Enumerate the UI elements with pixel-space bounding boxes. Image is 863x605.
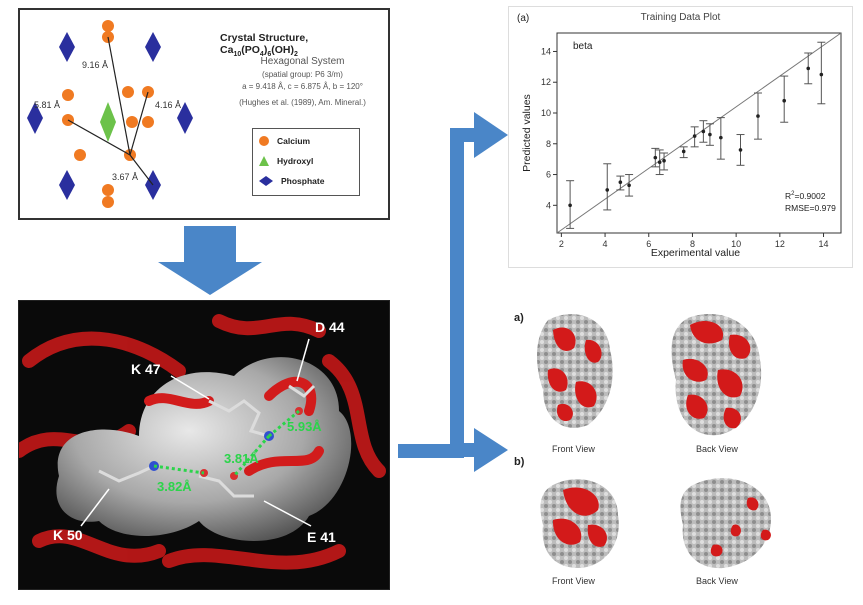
data-point — [653, 155, 658, 160]
protein-structure-image — [19, 314, 386, 570]
reference-line — [556, 32, 842, 234]
data-point — [568, 203, 572, 208]
crystal-system: Hexagonal System — [260, 56, 345, 67]
data-point — [692, 134, 697, 138]
connector-bar — [450, 138, 464, 458]
plot-frame — [556, 32, 842, 234]
bond-distance-label: 3.81Å — [224, 451, 259, 466]
panel-label-b: b) — [514, 456, 525, 468]
x-tick-label: 8 — [690, 239, 695, 249]
y-axis-label: Predicted values — [521, 94, 533, 172]
data-point — [719, 135, 723, 140]
panel-label-a: a) — [514, 312, 524, 324]
connector-bar — [398, 444, 460, 458]
hydroxyl-icon — [259, 156, 269, 166]
data-point — [701, 129, 706, 134]
crystal-reference: (Hughes et al. (1989), Am. Mineral.) — [239, 98, 366, 107]
crystal-legend: Calcium Hydroxyl Phosphate — [252, 128, 360, 196]
distance-label: 3.67 Å — [112, 172, 139, 182]
data-point — [782, 98, 786, 103]
residue-label: K 50 — [53, 527, 83, 543]
y-tick-label: 6 — [546, 170, 551, 180]
distance-label: 4.16 Å — [155, 100, 182, 110]
phosphate-diamond — [27, 102, 43, 134]
residue-label: K 47 — [131, 361, 161, 377]
down-arrow-icon — [158, 226, 262, 295]
protein-binding-panel: D 44 K 47 K 50 E 41 5.93Å 3.81Å 3.82Å — [18, 300, 390, 590]
crystal-structure-panel: 9.16 Å 5.81 Å 4.16 Å 3.67 Å Crystal Stru… — [18, 8, 390, 220]
molecular-surface — [56, 357, 352, 541]
crystal-title: Crystal Structure, Ca10(PO4)6(OH)2 — [220, 32, 309, 59]
crystal-params: a = 9.418 Å, c = 6.875 Å, b = 120° — [242, 82, 363, 91]
data-point — [618, 180, 623, 185]
x-tick-label: 2 — [559, 239, 564, 249]
view-label: Front View — [552, 444, 595, 454]
x-axis-label: Experimental value — [650, 247, 741, 259]
data-point — [662, 158, 666, 163]
plot-annotation: beta — [573, 41, 593, 52]
hydroxyl-marker — [100, 102, 116, 142]
bond-distance-label: 5.93Å — [287, 419, 322, 434]
crystal-lattice-diagram — [27, 20, 193, 208]
x-tick-label: 10 — [731, 239, 741, 249]
plot-title: Training Data Plot — [640, 12, 721, 23]
data-point — [756, 114, 760, 118]
view-label: Front View — [552, 576, 595, 586]
data-point — [819, 72, 824, 77]
view-label: Back View — [696, 576, 738, 586]
plot-panel-label: (a) — [517, 13, 530, 24]
training-data-plot-panel: 2 4 6 8 10 12 14 4 6 8 10 12 14 (a) Training Data Pl… — [508, 6, 853, 268]
data-point — [605, 188, 610, 192]
legend-phosphate: Phosphate — [259, 174, 324, 188]
residue-label: E 41 — [307, 529, 336, 545]
surface-back-view-b — [680, 478, 771, 569]
distance-label: 9.16 Å — [82, 60, 109, 70]
phosphate-diamond — [59, 170, 75, 200]
data-point — [681, 149, 686, 154]
surface-views-panel: a) b) — [508, 300, 808, 596]
right-arrow-icon — [474, 428, 508, 472]
data-point — [657, 160, 662, 165]
x-tick-label: 12 — [775, 239, 785, 249]
bond-distance-label: 3.82Å — [157, 479, 192, 494]
connector-bar — [450, 128, 478, 142]
surface-front-view-b — [540, 479, 619, 568]
rmse-annotation: RMSE=0.979 — [785, 203, 836, 213]
calcium-icon — [259, 136, 269, 146]
surface-front-view-a — [536, 314, 613, 428]
data-point — [627, 183, 631, 188]
view-label: Back View — [696, 444, 738, 454]
connector-bar — [458, 443, 478, 457]
data-point — [738, 148, 743, 152]
x-tick-label: 14 — [819, 239, 829, 249]
protein-surface-renders — [536, 314, 771, 569]
distance-label: 5.81 Å — [34, 100, 61, 110]
phosphate-diamond — [59, 32, 75, 62]
x-tick-label: 6 — [646, 239, 651, 249]
x-tick-label: 4 — [603, 239, 608, 249]
phosphate-diamond — [177, 102, 193, 134]
y-tick-label: 4 — [546, 200, 551, 210]
phosphate-icon — [259, 176, 273, 186]
legend-hydroxyl: Hydroxyl — [259, 154, 313, 168]
crystal-space-group: (spatial group: P6 3/m) — [262, 70, 343, 79]
phosphate-diamond — [145, 32, 161, 62]
residue-label: D 44 — [315, 319, 345, 335]
surface-back-view-a — [671, 314, 762, 436]
legend-calcium: Calcium — [259, 134, 310, 148]
y-tick-label: 10 — [541, 108, 551, 118]
r2-annotation: R2=0.9002 — [785, 191, 826, 201]
y-tick-label: 14 — [541, 46, 551, 56]
y-tick-label: 8 — [546, 139, 551, 149]
data-point — [806, 66, 811, 71]
data-point — [708, 132, 712, 137]
training-scatter-chart: 2 4 6 8 10 12 14 4 6 8 10 12 14 — [541, 32, 842, 249]
y-tick-label: 12 — [541, 77, 551, 87]
right-arrow-icon — [474, 112, 508, 158]
